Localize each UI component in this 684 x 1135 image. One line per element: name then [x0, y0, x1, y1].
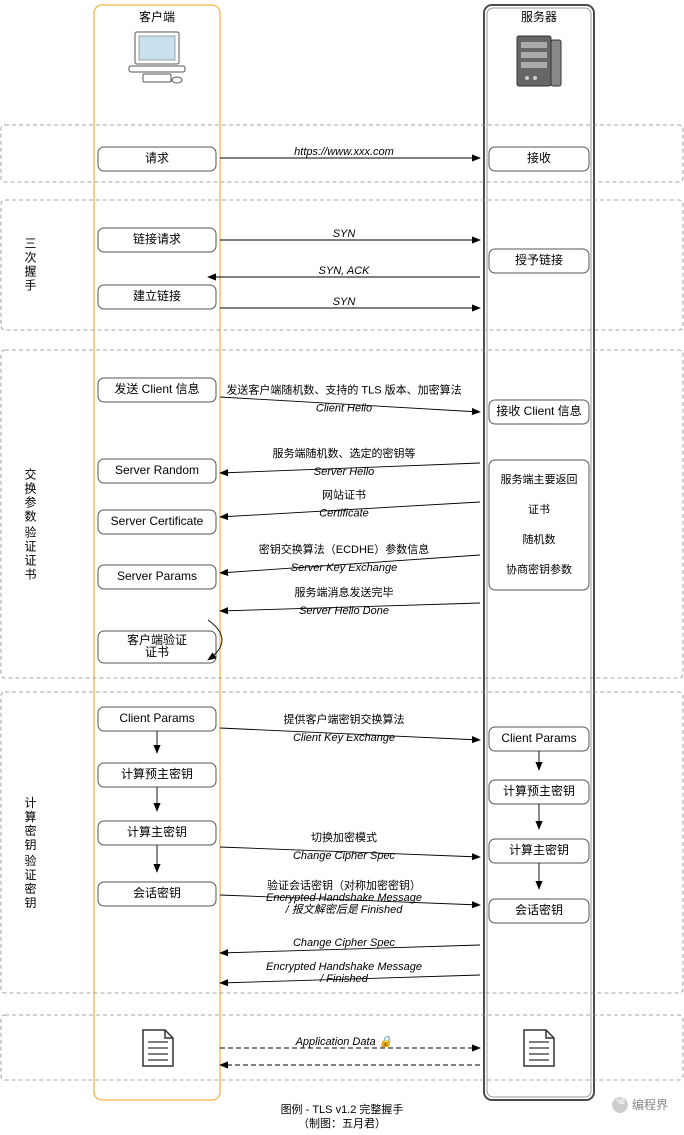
section-label: 三次握手	[23, 237, 37, 293]
server-icon	[517, 36, 561, 86]
svg-text:服务端主要返回: 服务端主要返回	[501, 473, 578, 486]
message-top-label: 发送客户端随机数、支持的 TLS 版本、加密算法	[226, 382, 461, 396]
client-box-label: Server Random	[115, 463, 199, 477]
message-top-label: 切换加密模式	[311, 830, 377, 844]
client-box-label: Client Params	[119, 711, 194, 725]
server-box-label: 计算预主密钥	[503, 783, 575, 798]
message-top-label: 服务端随机数、选定的密钥等	[273, 446, 416, 460]
message-label: SYN, ACK	[319, 265, 371, 277]
computer-icon	[129, 32, 185, 83]
client-box-label: 建立链接	[133, 288, 181, 303]
watermark: ༄ 编程界	[612, 1096, 668, 1113]
caption-line2: （制图：五月君）	[298, 1117, 386, 1130]
section-label: 验证密钥	[23, 853, 37, 910]
document-icon	[524, 1030, 554, 1066]
message-label: Encrypted Handshake Message/ 报文解密后是 Fini…	[266, 892, 422, 916]
svg-text:证书: 证书	[528, 503, 550, 516]
client-header: 客户端	[139, 9, 175, 24]
message-label: Client Key Exchange	[293, 732, 395, 744]
message-label: Client Hello	[316, 402, 372, 414]
diagram-canvas: 客户端 服务器三次握手交换参数验证证书计算密钥验证密钥 请求链接请求建立链接发送 C…	[0, 0, 684, 1135]
message-top-label: 验证会话密钥（对称加密密钥）	[267, 878, 421, 892]
message-label: SYN	[333, 296, 356, 308]
svg-text:协商密钥参数: 协商密钥参数	[506, 562, 572, 576]
message-label: Change Cipher Spec	[293, 850, 396, 862]
message-label: https://www.xxx.com	[294, 146, 394, 158]
section-label: 验证证书	[23, 525, 37, 582]
client-box-label: 发送 Client 信息	[114, 381, 199, 396]
section-label: 交换参数	[23, 467, 37, 524]
message-top-label: 密钥交换算法（ECDHE）参数信息	[259, 542, 430, 556]
message-top-label: 网站证书	[322, 487, 366, 501]
client-box-label: 计算主密钥	[127, 824, 187, 839]
message-label: Certificate	[319, 507, 369, 519]
server-box-label: 计算主密钥	[509, 842, 569, 857]
server-box-label: 接收	[527, 150, 551, 165]
watermark-text: 编程界	[632, 1096, 668, 1113]
svg-text:随机数: 随机数	[523, 532, 556, 546]
client-box-label: 链接请求	[133, 231, 181, 246]
wechat-icon: ༄	[612, 1097, 628, 1113]
message-label: Application Data 🔒	[295, 1035, 393, 1048]
message-top-label: 服务端消息发送完毕	[295, 585, 394, 599]
message-label: Server Hello	[314, 466, 375, 478]
client-box-label: Server Certificate	[111, 514, 204, 528]
server-box-label: 会话密钥	[515, 902, 563, 917]
server-header: 服务器	[521, 9, 557, 24]
message-label: Server Key Exchange	[291, 562, 397, 574]
message-label: Change Cipher Spec	[293, 937, 396, 949]
document-icon	[143, 1030, 173, 1066]
message-top-label: 提供客户端密钥交换算法	[284, 712, 405, 726]
server-box-label: Client Params	[501, 731, 576, 745]
server-box-label: 授予链接	[515, 252, 563, 267]
server-box-label: 接收 Client 信息	[496, 403, 581, 418]
message-label: Server Hello Done	[299, 605, 389, 617]
client-box-label: 会话密钥	[133, 885, 181, 900]
client-box-label: 计算预主密钥	[121, 766, 193, 781]
section-label: 计算密钥	[23, 796, 37, 852]
message-label: SYN	[333, 228, 356, 240]
client-box-label: Server Params	[117, 569, 197, 583]
caption-line1: 图例 - TLS v1.2 完整握手	[281, 1102, 404, 1116]
client-box-label: 请求	[145, 151, 169, 165]
